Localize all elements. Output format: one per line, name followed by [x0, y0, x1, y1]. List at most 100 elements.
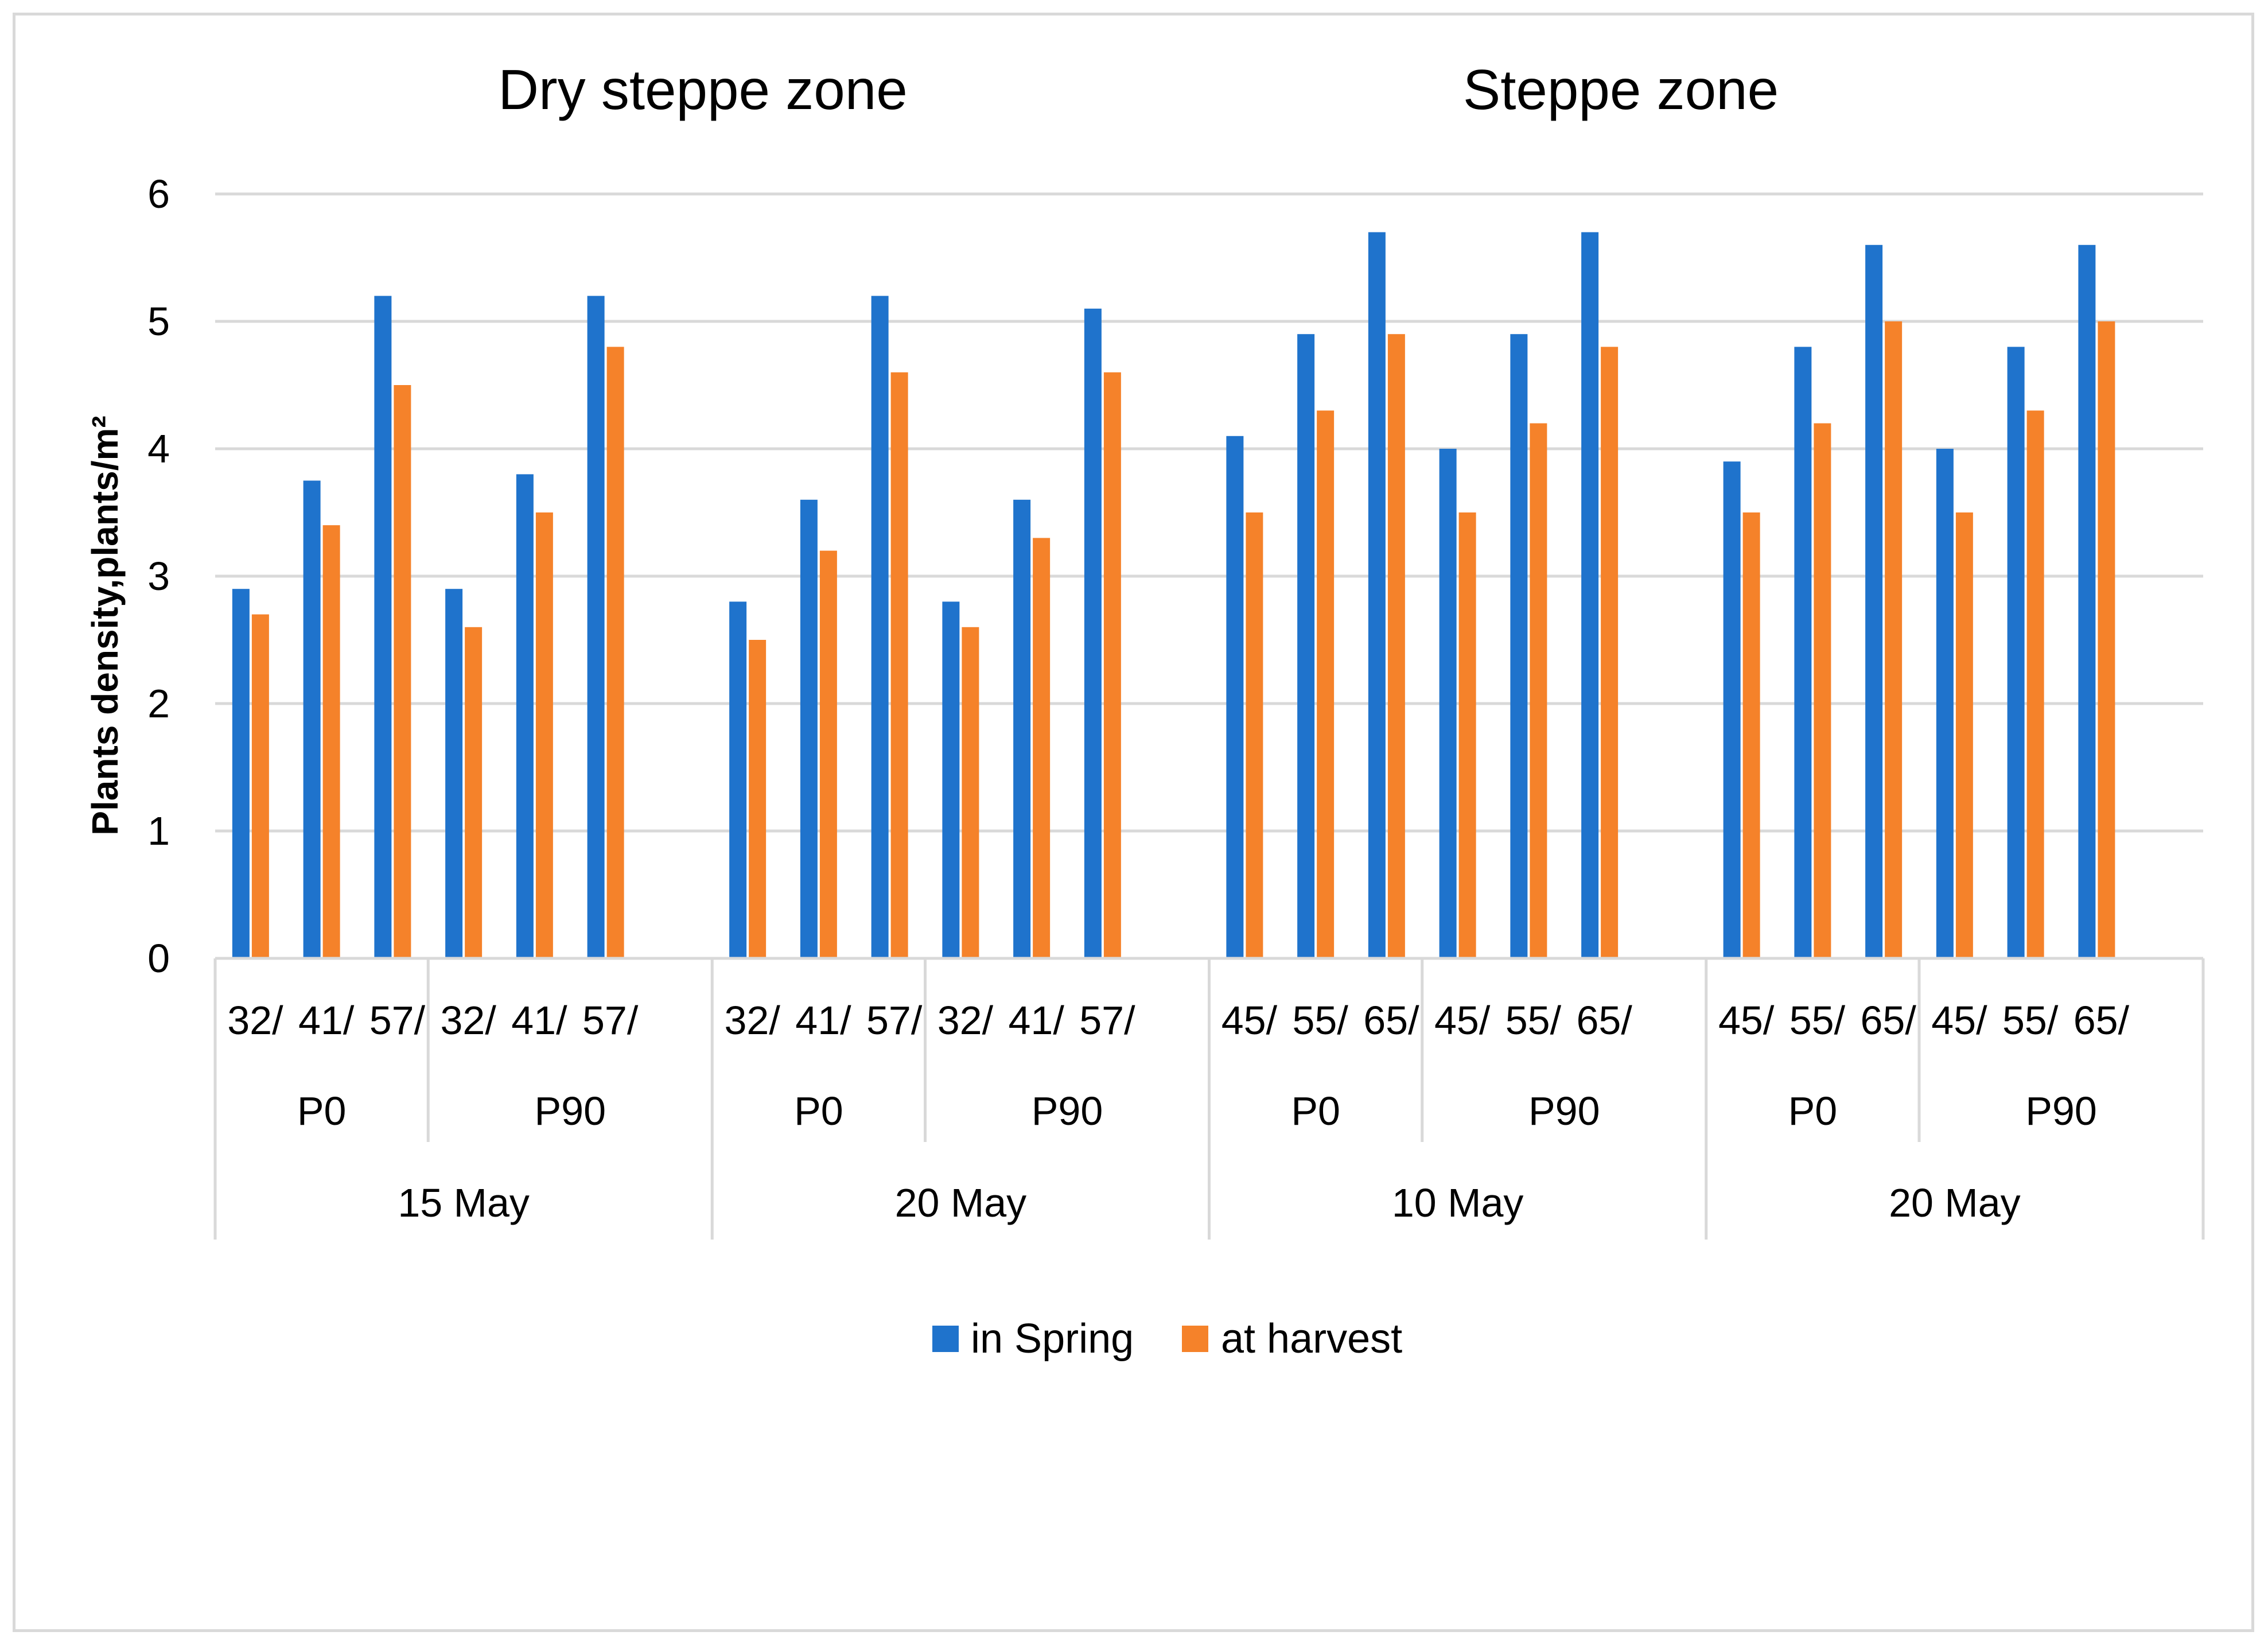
x-category-label: 57/ [1079, 998, 1135, 1043]
y-tick-label: 1 [147, 809, 170, 853]
x-category-label: 41/ [298, 998, 355, 1043]
bar-in-spring [1439, 449, 1457, 958]
axes [213, 957, 2205, 1240]
x-fertilizer-label: P90 [534, 1089, 606, 1133]
x-category-label: 55/ [1505, 998, 1562, 1043]
legend-swatch-at-harvest [1182, 1326, 1208, 1352]
bar-at-harvest [535, 512, 553, 958]
y-tick-label: 6 [147, 172, 170, 216]
x-category-label: 65/ [1363, 998, 1419, 1043]
x-category-label: 65/ [1576, 998, 1632, 1043]
bar-at-harvest [1885, 321, 1903, 958]
x-category-label: 41/ [511, 998, 567, 1043]
x-category-label: 65/ [2074, 998, 2130, 1043]
bar-at-harvest [465, 627, 483, 958]
bar-in-spring [871, 296, 889, 958]
bar-in-spring [1297, 334, 1315, 959]
bar-in-spring [374, 296, 392, 958]
x-fertilizer-label: P90 [2025, 1089, 2097, 1133]
bar-at-harvest [1530, 423, 1547, 958]
bar-at-harvest [1814, 423, 1831, 958]
legend-label-at-harvest: at harvest [1221, 1316, 1402, 1362]
bar-at-harvest [1387, 334, 1405, 959]
bar-in-spring [1013, 499, 1031, 958]
bar-at-harvest [1955, 512, 1973, 958]
bar-at-harvest [251, 614, 269, 958]
bar-at-harvest [1742, 512, 1760, 958]
bar-at-harvest [749, 640, 767, 958]
bar-at-harvest [2098, 321, 2115, 958]
bar-at-harvest [1317, 410, 1335, 958]
x-category-label: 45/ [1931, 998, 1987, 1043]
bar-in-spring [942, 601, 960, 958]
x-category-label: 55/ [1292, 998, 1348, 1043]
chart-title-dry-steppe: Dry steppe zone [498, 58, 908, 121]
legend-label-in-spring: in Spring [971, 1316, 1134, 1362]
bar-in-spring [1581, 232, 1599, 959]
x-category-label: 41/ [795, 998, 851, 1043]
bars [232, 232, 2115, 959]
x-fertilizer-label: P0 [794, 1089, 843, 1133]
y-tick-label: 3 [147, 554, 170, 599]
x-category-label: 32/ [227, 998, 283, 1043]
bar-in-spring [2078, 244, 2096, 958]
x-date-label: 20 May [1889, 1180, 2021, 1225]
x-category-label: 45/ [1221, 998, 1278, 1043]
bar-in-spring [516, 474, 534, 958]
bar-at-harvest [1458, 512, 1476, 958]
chart-title-steppe: Steppe zone [1463, 58, 1779, 121]
x-category-label: 41/ [1008, 998, 1064, 1043]
x-category-label: 57/ [866, 998, 923, 1043]
x-category-label: 32/ [724, 998, 780, 1043]
x-date-label: 20 May [895, 1180, 1027, 1225]
y-tick-label: 0 [147, 936, 170, 981]
x-category-label: 32/ [937, 998, 994, 1043]
bar-at-harvest [394, 385, 411, 958]
x-category-label: 45/ [1434, 998, 1491, 1043]
y-tick-label: 2 [147, 681, 170, 726]
x-date-label: 15 May [398, 1180, 530, 1225]
x-fertilizer-label: P90 [1528, 1089, 1600, 1133]
x-fertilizer-label: P0 [1291, 1089, 1340, 1133]
bar-at-harvest [819, 550, 837, 958]
x-category-label: 45/ [1718, 998, 1775, 1043]
y-tick-label: 5 [147, 299, 170, 344]
bar-at-harvest [1103, 372, 1121, 958]
bar-in-spring [1226, 436, 1244, 958]
bar-in-spring [587, 296, 605, 958]
legend-swatch-in-spring [932, 1326, 959, 1352]
bar-at-harvest [606, 347, 624, 958]
bar-in-spring [1794, 347, 1812, 958]
bar-at-harvest [1601, 347, 1619, 958]
bar-in-spring [1865, 244, 1883, 958]
x-fertilizer-label: P0 [297, 1089, 347, 1133]
bar-at-harvest [2026, 410, 2044, 958]
x-category-label: 57/ [369, 998, 426, 1043]
bar-in-spring [2007, 347, 2025, 958]
x-category-label: 32/ [440, 998, 496, 1043]
bar-in-spring [232, 589, 250, 958]
bar-in-spring [1723, 461, 1741, 958]
x-category-label: 57/ [582, 998, 639, 1043]
axis-labels: 0 1 2 3 4 5 6 32/41/57/P0 32/41/57/P90 15 May 32/4… [147, 172, 2130, 1225]
x-category-label: 55/ [2002, 998, 2059, 1043]
x-category-label: 65/ [1860, 998, 1916, 1043]
bar-in-spring [1084, 308, 1102, 958]
bar-in-spring [800, 499, 818, 958]
bar-at-harvest [1246, 512, 1263, 958]
bar-at-harvest [890, 372, 908, 958]
bar-at-harvest [962, 627, 979, 958]
y-axis-title: Plants density,plants/m² [84, 415, 126, 835]
bar-in-spring [1510, 334, 1528, 959]
x-fertilizer-label: P90 [1032, 1089, 1103, 1133]
bar-at-harvest [1033, 538, 1051, 958]
bar-in-spring [1368, 232, 1386, 959]
gridlines [215, 192, 2203, 833]
x-date-label: 10 May [1392, 1180, 1524, 1225]
bar-in-spring [729, 601, 747, 958]
bar-in-spring [303, 480, 321, 958]
x-fertilizer-label: P0 [1788, 1089, 1838, 1133]
legend: in Spring at harvest [932, 1316, 1402, 1362]
x-category-label: 55/ [1789, 998, 1846, 1043]
